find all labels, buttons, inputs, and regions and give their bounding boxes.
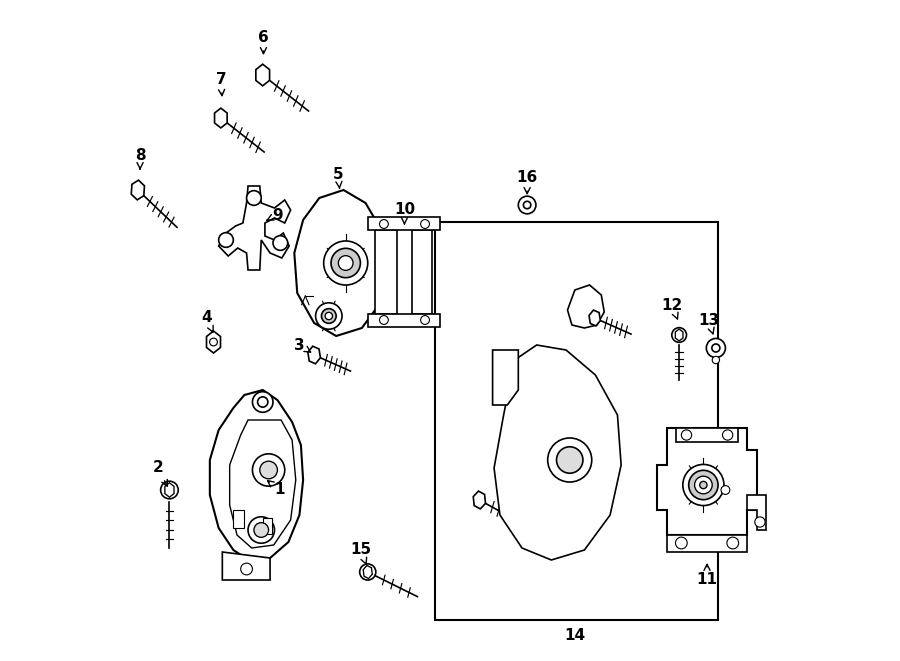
Polygon shape [375, 230, 397, 314]
Circle shape [210, 338, 218, 346]
Circle shape [695, 476, 712, 494]
Polygon shape [667, 535, 747, 552]
Circle shape [325, 313, 332, 320]
Circle shape [420, 219, 429, 229]
Circle shape [219, 233, 233, 247]
Polygon shape [222, 552, 270, 580]
Polygon shape [219, 186, 291, 270]
Polygon shape [368, 217, 440, 230]
Circle shape [699, 481, 707, 488]
Polygon shape [676, 428, 738, 442]
Polygon shape [131, 180, 145, 200]
Circle shape [338, 256, 353, 270]
Polygon shape [233, 510, 245, 528]
Circle shape [683, 465, 724, 506]
Polygon shape [473, 491, 485, 509]
Polygon shape [568, 285, 604, 328]
Text: 14: 14 [564, 627, 585, 642]
Text: 13: 13 [698, 313, 719, 334]
Bar [436, 222, 718, 620]
Circle shape [556, 447, 583, 473]
Polygon shape [206, 331, 220, 353]
Circle shape [254, 523, 268, 537]
Polygon shape [412, 230, 432, 314]
Polygon shape [263, 518, 272, 534]
Circle shape [755, 517, 765, 527]
Circle shape [723, 430, 733, 440]
Circle shape [248, 517, 274, 543]
Polygon shape [494, 345, 621, 560]
Text: 8: 8 [135, 147, 146, 169]
Circle shape [671, 328, 687, 342]
Circle shape [316, 303, 342, 329]
Text: 11: 11 [697, 564, 717, 588]
Circle shape [380, 315, 388, 325]
Polygon shape [308, 346, 320, 364]
Circle shape [273, 236, 288, 251]
Circle shape [331, 249, 360, 278]
Text: 16: 16 [517, 171, 537, 194]
Text: 15: 15 [350, 543, 371, 564]
Polygon shape [492, 350, 518, 405]
Polygon shape [657, 428, 757, 535]
Circle shape [324, 241, 368, 285]
Polygon shape [230, 420, 296, 548]
Circle shape [252, 454, 284, 486]
Text: 12: 12 [662, 297, 682, 319]
Polygon shape [589, 310, 600, 326]
Circle shape [240, 563, 252, 575]
Circle shape [321, 309, 337, 323]
Circle shape [247, 190, 261, 206]
Text: 10: 10 [394, 202, 415, 224]
Circle shape [360, 564, 376, 580]
Text: 4: 4 [201, 311, 213, 332]
Text: 7: 7 [215, 73, 226, 96]
Polygon shape [165, 483, 174, 497]
Circle shape [420, 315, 429, 325]
Circle shape [160, 481, 178, 499]
Polygon shape [747, 495, 766, 530]
Circle shape [252, 392, 273, 412]
Text: 9: 9 [266, 208, 283, 223]
Text: 6: 6 [258, 30, 269, 54]
Circle shape [260, 461, 277, 479]
Circle shape [688, 471, 718, 500]
Circle shape [380, 219, 388, 229]
Circle shape [524, 202, 531, 209]
Circle shape [518, 196, 536, 214]
Circle shape [721, 486, 730, 494]
Polygon shape [364, 566, 373, 578]
Circle shape [712, 344, 720, 352]
Text: 3: 3 [294, 338, 310, 352]
Polygon shape [210, 390, 303, 562]
Polygon shape [368, 314, 440, 327]
Circle shape [727, 537, 739, 549]
Polygon shape [294, 190, 385, 336]
Circle shape [676, 537, 688, 549]
Text: 5: 5 [333, 167, 344, 188]
Polygon shape [675, 329, 683, 341]
Circle shape [257, 397, 268, 407]
Circle shape [681, 430, 691, 440]
Text: 2: 2 [152, 461, 167, 486]
Circle shape [548, 438, 591, 482]
Polygon shape [256, 64, 270, 86]
Text: 1: 1 [267, 481, 285, 498]
Circle shape [712, 356, 719, 364]
Polygon shape [214, 108, 227, 128]
Circle shape [706, 338, 725, 358]
